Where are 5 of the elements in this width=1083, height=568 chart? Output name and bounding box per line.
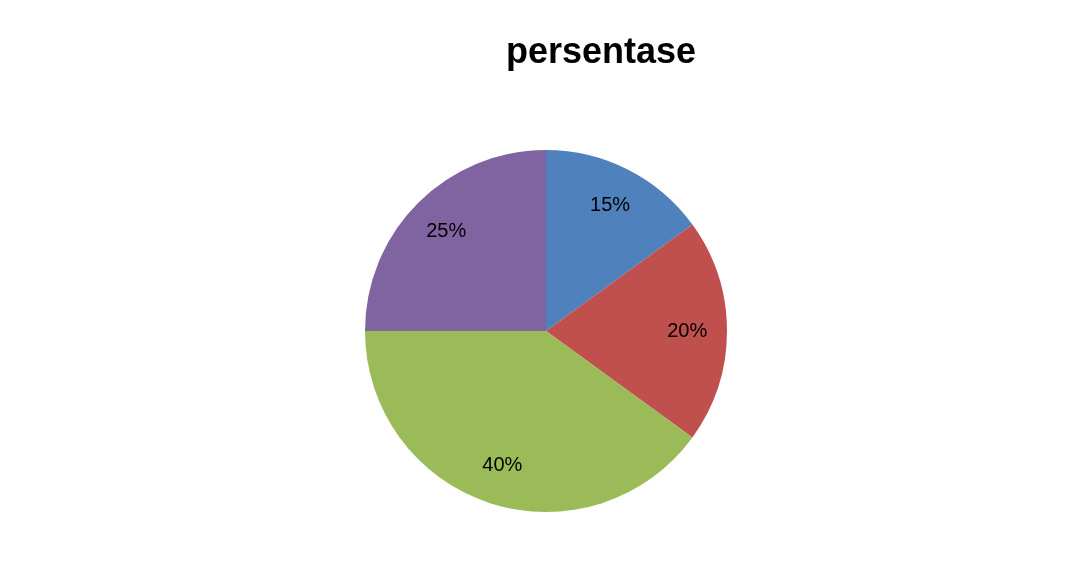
data-label: 25% [426, 218, 467, 241]
chart-title: persentase [504, 30, 698, 72]
data-label: 20% [667, 318, 708, 341]
data-label: 40% [482, 452, 523, 475]
data-label: 15% [590, 192, 631, 215]
